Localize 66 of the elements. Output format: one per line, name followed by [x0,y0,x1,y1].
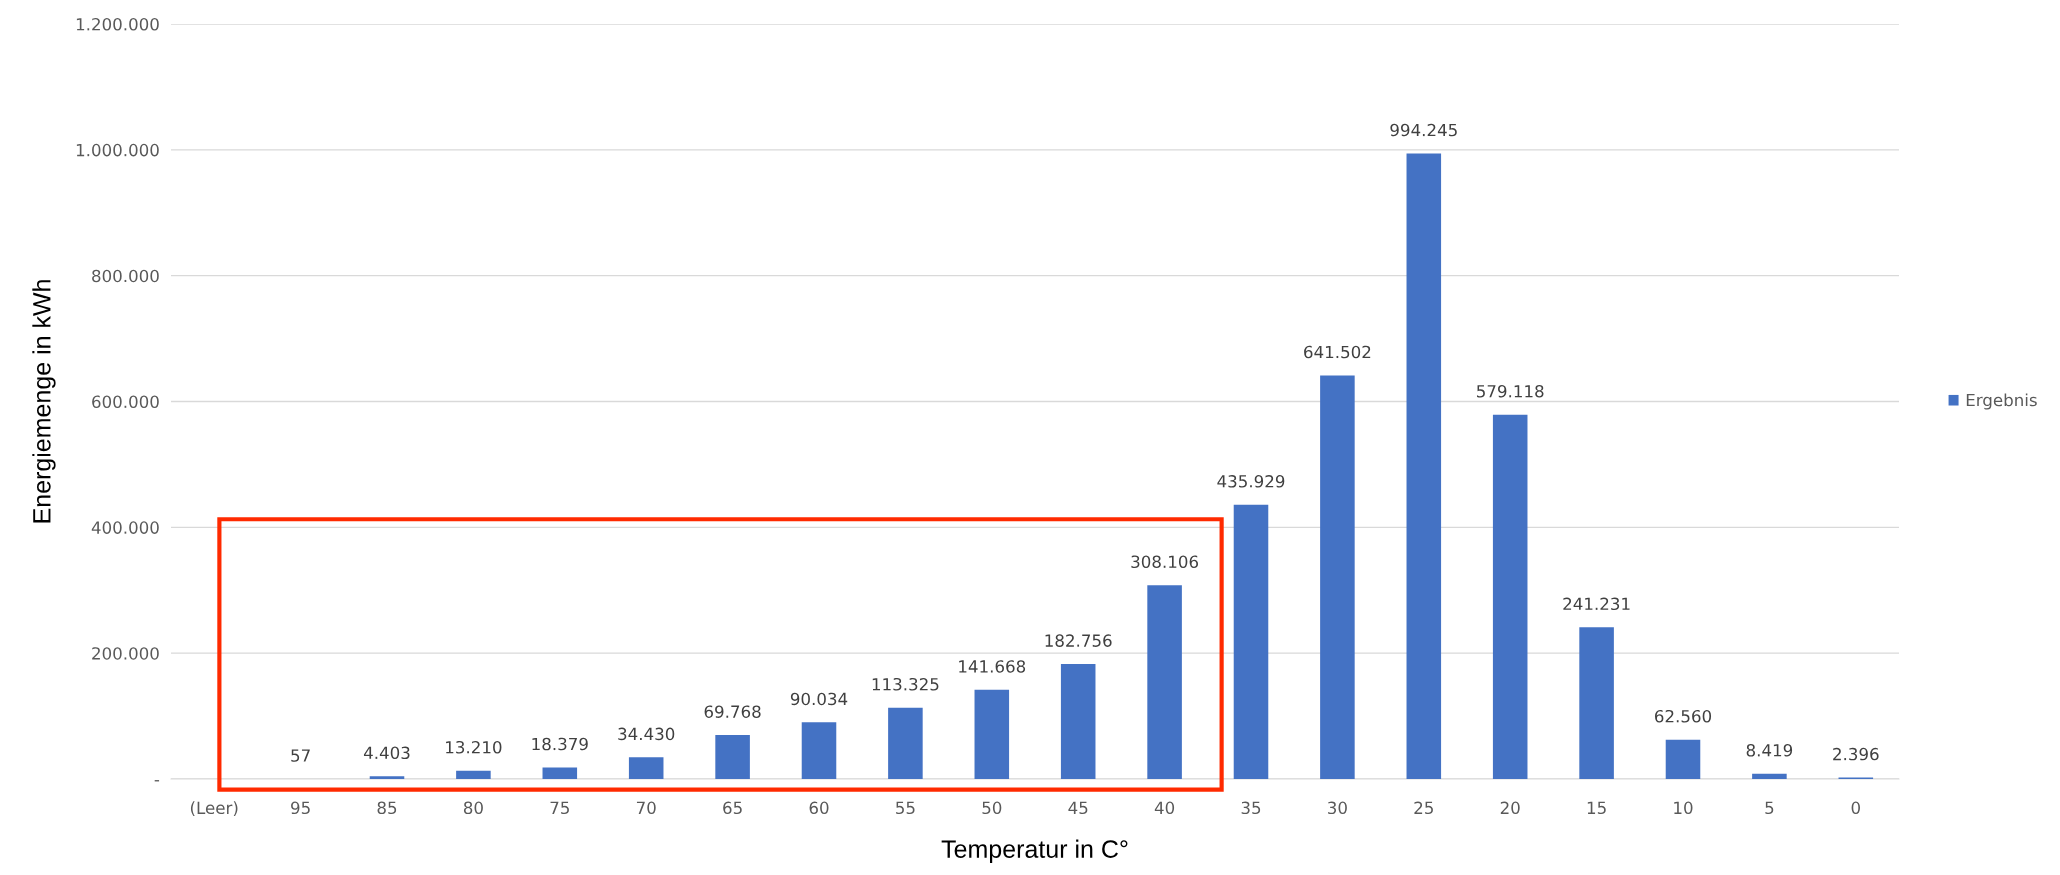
data-label: 435.929 [1217,475,1285,488]
data-label: 2.396 [1833,747,1879,761]
x-tick-label: 55 [896,801,915,815]
data-label: 13.210 [446,740,502,754]
x-tick-label: 15 [1587,801,1606,815]
x-tick-label: 70 [636,801,656,815]
x-tick-label: 80 [463,801,483,815]
data-label: 641.502 [1304,345,1371,359]
data-label: 994.245 [1390,123,1457,137]
data-label: 62.560 [1655,709,1712,723]
bar [628,757,664,779]
data-label: 69.768 [704,705,761,718]
x-tick-label: 65 [723,801,742,815]
bar [542,767,578,779]
y-tick-label: 1.000.000 [76,143,159,157]
x-tick-label: 25 [1414,801,1433,815]
data-label: 113.325 [872,677,939,691]
y-axis-title: Energiemenge in kWh [32,280,56,523]
x-tick-label: (Leer) [190,801,238,817]
x-tick-label: 20 [1500,801,1520,815]
bar [715,735,750,779]
bar [974,689,1010,779]
x-tick-label: 75 [550,801,569,815]
y-tick-label: 600.000 [92,395,159,409]
bar [1579,627,1614,779]
bar [369,776,405,779]
bar [456,770,491,779]
y-tick-label: 800.000 [92,269,159,283]
data-label: 579.118 [1477,384,1544,398]
x-tick-label: 0 [1851,801,1860,815]
data-label: 34.430 [618,727,675,741]
bar [1752,773,1787,779]
x-tick-label: 85 [377,801,397,815]
data-label: 57 [291,749,310,762]
x-tick-label: 10 [1674,801,1693,815]
bar [888,707,923,779]
y-tick-label: 400.000 [91,521,159,534]
bar [1320,375,1355,779]
bar [1492,414,1528,779]
x-tick-label: 30 [1328,801,1347,815]
x-tick-label: 45 [1068,801,1088,815]
legend-label: Ergebnis [1966,393,2037,410]
x-axis-title: Temperatur in C° [941,839,1128,863]
data-label: 8.419 [1746,743,1793,757]
data-label: 18.379 [532,737,588,751]
data-label: 141.668 [959,660,1026,673]
x-tick-label: 35 [1241,801,1261,815]
bar [1233,504,1269,779]
y-tick-label: 1.200.000 [76,17,159,31]
data-label: 241.231 [1563,597,1630,611]
data-label: 308.106 [1131,555,1199,569]
y-tick-label: 200.000 [92,647,159,660]
data-label: 4.403 [363,746,410,760]
bar [1060,664,1096,779]
bar [801,722,837,779]
bar [1147,585,1182,779]
x-tick-label: 50 [982,801,1002,815]
bar [1665,739,1701,779]
data-label: 182.756 [1045,634,1112,647]
y-tick-label: - [154,780,160,782]
x-tick-label: 5 [1765,801,1774,815]
x-tick-label: 40 [1154,801,1175,815]
x-tick-label: 60 [809,801,829,815]
data-label: 90.034 [790,692,848,706]
bar [1406,153,1442,779]
x-tick-label: 95 [291,801,310,815]
